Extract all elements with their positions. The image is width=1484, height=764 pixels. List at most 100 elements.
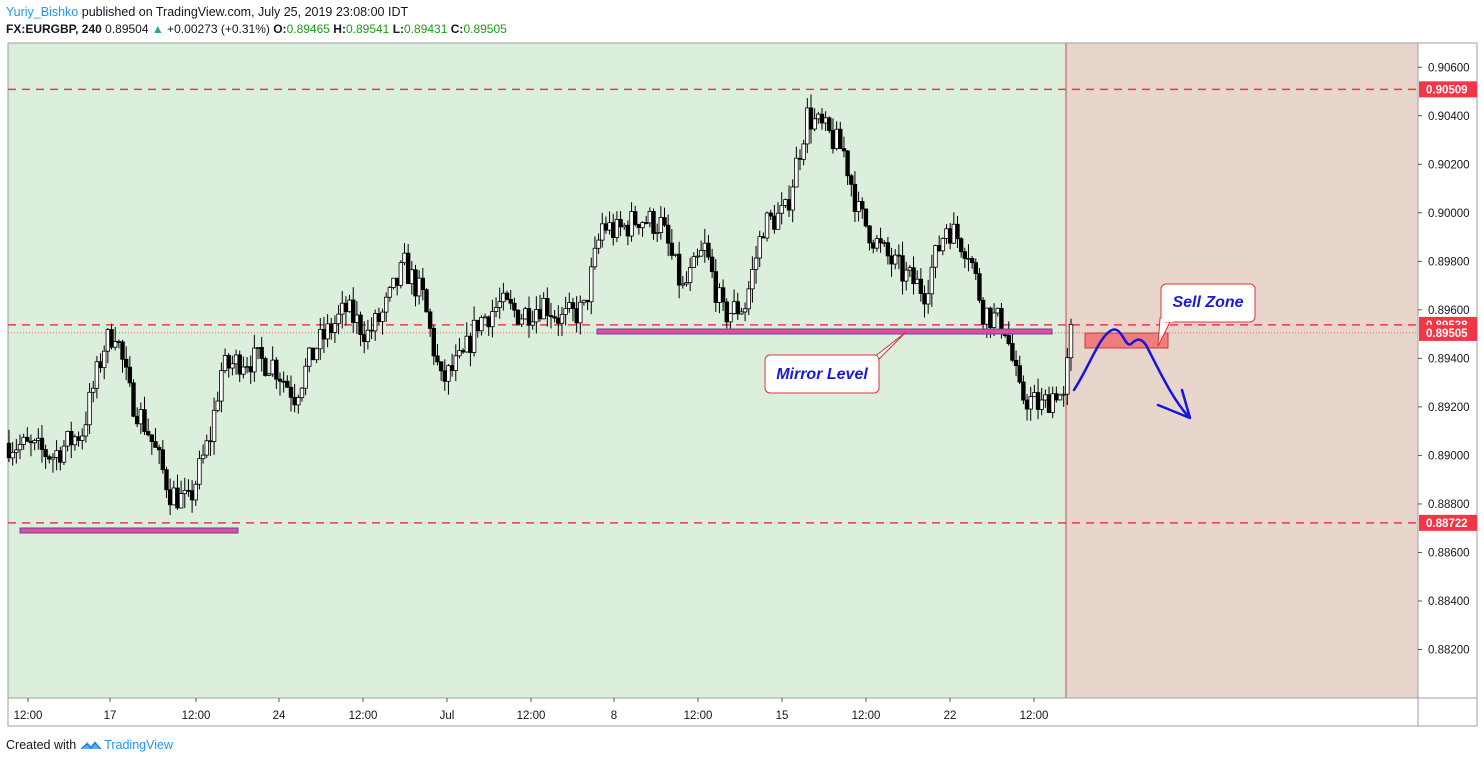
candle-body: [574, 308, 579, 324]
candle-body: [808, 107, 814, 130]
candle-body: [215, 400, 220, 411]
candle-body: [812, 118, 817, 130]
candle-body: [365, 329, 371, 342]
sell-zone-label: Sell Zone: [1172, 294, 1243, 311]
candle-body: [918, 278, 924, 294]
candle-body: [83, 424, 89, 437]
candle-body: [570, 302, 576, 309]
candle-body: [69, 430, 74, 446]
candle-body: [786, 199, 792, 211]
candle-body: [153, 441, 158, 448]
candle-body: [1028, 396, 1033, 410]
candle-body: [233, 354, 239, 365]
candle-body: [25, 436, 30, 442]
projection-arrow[interactable]: [1072, 328, 1190, 418]
candle-body: [783, 199, 788, 206]
candle-body: [523, 308, 528, 320]
price-axis: [1417, 42, 1478, 699]
candle-body: [1017, 365, 1022, 383]
candle-body: [622, 224, 627, 228]
candle-body: [211, 409, 217, 442]
candle-body: [885, 242, 891, 257]
candle-body: [947, 228, 953, 244]
candle-body: [383, 296, 389, 313]
open-label: O:: [273, 22, 287, 36]
candle-body: [296, 397, 301, 406]
y-tick-label: 0.89200: [1428, 402, 1470, 414]
candle-body: [988, 307, 993, 328]
candle-body: [427, 311, 433, 329]
candle-body: [380, 311, 385, 322]
candle-body: [1013, 359, 1019, 367]
candle-body: [226, 355, 231, 369]
candle-body: [541, 298, 546, 320]
candle-body: [772, 215, 777, 230]
candle-body: [753, 257, 759, 270]
candle-body: [446, 365, 451, 382]
candle-body: [362, 334, 367, 342]
support-bar[interactable]: [19, 527, 239, 534]
tradingview-link[interactable]: TradingView: [80, 738, 173, 752]
candle-body: [420, 277, 426, 291]
candle-body: [449, 365, 455, 371]
candle-body: [687, 267, 693, 283]
candle-body: [182, 489, 187, 495]
candle-body: [969, 257, 975, 264]
candle-body: [519, 318, 524, 325]
candle-body: [189, 490, 195, 501]
x-tick-label: 12:00: [1020, 710, 1049, 722]
candle-body: [530, 321, 535, 326]
price-level-label: 0.88722: [1426, 518, 1468, 530]
candle-body: [600, 223, 605, 241]
candle-body: [720, 287, 726, 303]
candle-body: [537, 309, 543, 320]
candle-body: [662, 217, 667, 226]
y-tick-label: 0.89000: [1428, 450, 1470, 462]
author-link[interactable]: Yuriy_Bishko: [6, 5, 79, 19]
candles: [6, 94, 1074, 516]
mirror-level-callout[interactable]: Mirror Level: [764, 331, 907, 394]
x-tick-label: 12:00: [517, 710, 546, 722]
candle-body: [347, 299, 352, 313]
projection-arrowhead: [1156, 388, 1192, 420]
candle-body: [512, 302, 517, 311]
candle-body: [468, 335, 473, 353]
candle-body: [698, 250, 704, 257]
mirror-level-bar[interactable]: [596, 328, 1053, 335]
publish-info: Yuriy_Bishko published on TradingView.co…: [6, 5, 408, 19]
candle-body: [764, 212, 770, 239]
y-tick-label: 0.90000: [1428, 208, 1470, 220]
low-value: 0.89431: [404, 22, 448, 36]
candle-body: [1043, 394, 1048, 401]
candle-body: [193, 483, 198, 501]
arrow-up-icon: ▲: [151, 22, 164, 36]
candle-body: [629, 211, 634, 237]
candle-body: [951, 223, 957, 244]
x-tick-label: 17: [104, 710, 117, 722]
sell-zone-callout[interactable]: Sell Zone: [1157, 283, 1256, 347]
candle-body: [585, 299, 590, 303]
candle-body: [54, 450, 59, 458]
candle-body: [457, 350, 462, 357]
candle-body: [219, 370, 224, 402]
candle-body: [373, 313, 378, 332]
candle-body: [1046, 394, 1052, 413]
candle-body: [303, 365, 308, 389]
candle-body: [285, 380, 290, 388]
y-tick-label: 0.88400: [1428, 596, 1470, 608]
candle-body: [896, 254, 902, 257]
candle-body: [138, 409, 144, 425]
candle-body: [17, 444, 23, 451]
candle-body: [940, 238, 946, 252]
candle-body: [354, 314, 360, 323]
candle-body: [376, 313, 382, 322]
candle-body: [955, 223, 960, 240]
candle-body: [501, 292, 506, 303]
candle-body: [581, 299, 587, 303]
candle-body: [424, 289, 429, 313]
candle-body: [336, 313, 341, 325]
candle-body: [91, 387, 96, 393]
candle-body: [933, 245, 938, 268]
candle-body: [10, 452, 15, 459]
